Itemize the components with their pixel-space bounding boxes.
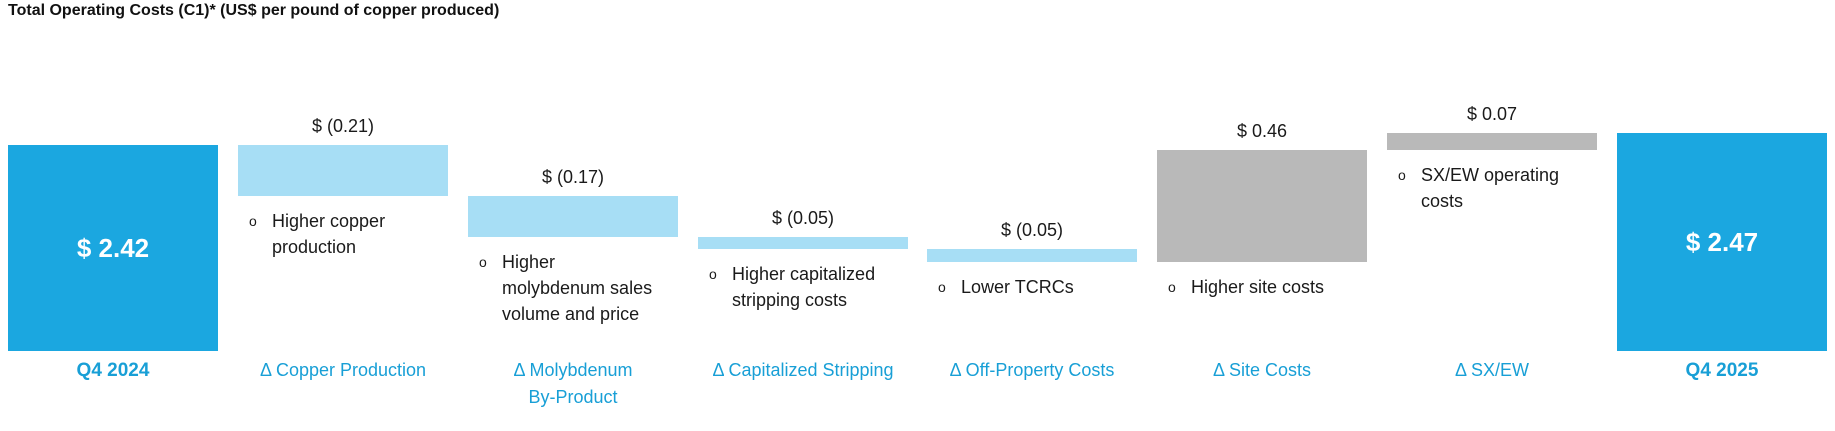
bullet-line: stripping costs (732, 290, 848, 310)
bullet-line: molybdenum sales (502, 278, 653, 298)
category-line: Q4 2024 (76, 360, 150, 381)
bullet-item: o Higher site costs (1157, 274, 1367, 300)
bullet-item: o Higher molybdenum sales volume and price (468, 249, 678, 327)
delta-value-label: $ 0.07 (1466, 104, 1518, 124)
bullet-line: Higher site costs (1191, 277, 1325, 297)
category-label: Q4 2025 (1607, 357, 1835, 384)
chart-title: Total Operating Costs (C1)* (US$ per pou… (8, 2, 500, 19)
delta-bar (468, 196, 678, 237)
bullet-marker: o (1398, 167, 1406, 183)
delta-bar (238, 145, 448, 196)
category-label: Δ Site Costs (1147, 357, 1377, 384)
column-increase-5: $ 0.46 o Higher site costs Δ Site Costs (1157, 0, 1367, 431)
category-label: Δ Capitalized Stripping (688, 357, 918, 384)
category-line: Δ Molybdenum (513, 360, 633, 380)
category-line: Q4 2025 (1685, 360, 1759, 381)
delta-bar (1387, 133, 1597, 150)
bullet-list: o SX/EW operating costs (1387, 162, 1597, 214)
bullet-marker: o (479, 254, 487, 270)
category-line: Δ SX/EW (1454, 360, 1530, 380)
category-label: Δ Copper Production (228, 357, 458, 384)
delta-value-label: $ 0.46 (1236, 121, 1288, 141)
delta-value-label: $ (0.21) (311, 116, 375, 136)
category-label: Q4 2024 (0, 357, 228, 384)
total-bar (8, 145, 218, 351)
category-line: Δ Site Costs (1212, 360, 1312, 380)
total-value-label: $ 2.42 (76, 232, 150, 263)
bullet-item: o SX/EW operating costs (1387, 162, 1597, 214)
column-decrease-3: $ (0.05) o Higher capitalized stripping cos… (698, 0, 908, 431)
bullet-line: production (272, 237, 357, 257)
column-decrease-2: $ (0.17) o Higher molybdenum sales volume an… (468, 0, 678, 431)
total-value-label: $ 2.47 (1685, 226, 1759, 257)
bullet-list: o Lower TCRCs (927, 274, 1137, 300)
delta-bar (927, 249, 1137, 262)
bullet-item: o Higher copper production (238, 208, 448, 260)
category-line: Δ Off-Property Costs (949, 360, 1115, 380)
delta-bar (1157, 150, 1367, 262)
category-line: Δ Copper Production (259, 360, 427, 380)
bullet-list: o Higher capitalized stripping costs (698, 261, 908, 313)
bullet-item: o Lower TCRCs (927, 274, 1137, 300)
bullet-line: Lower TCRCs (961, 277, 1074, 297)
bullet-marker: o (1168, 279, 1176, 295)
delta-bar (698, 237, 908, 249)
bullet-line: Higher capitalized (732, 264, 876, 284)
delta-value-label: $ (0.05) (771, 208, 835, 228)
bullet-line: Higher copper (272, 211, 386, 231)
bullet-line: volume and price (502, 304, 640, 324)
bullet-list: o Higher molybdenum sales volume and price (468, 249, 678, 327)
delta-value-label: $ (0.17) (541, 167, 605, 187)
bullet-line: Higher (502, 252, 556, 272)
bullet-line: SX/EW operating (1421, 165, 1560, 185)
bullet-marker: o (709, 266, 717, 282)
category-label: Δ Off-Property Costs (917, 357, 1147, 384)
bullet-list: o Higher copper production (238, 208, 448, 260)
category-line: By-Product (528, 387, 618, 407)
category-label: Δ SX/EW (1377, 357, 1607, 384)
bullet-marker: o (938, 279, 946, 295)
total-bar (1617, 133, 1827, 351)
category-line: Δ Capitalized Stripping (712, 360, 894, 380)
category-label: Δ Molybdenum By-Product (458, 357, 688, 411)
column-total-7: $ 2.47 Q4 2025 (1617, 0, 1827, 431)
column-total-0: $ 2.42 Q4 2024 (8, 0, 218, 431)
bullet-line: costs (1421, 191, 1464, 211)
bullet-item: o Higher capitalized stripping costs (698, 261, 908, 313)
column-decrease-1: $ (0.21) o Higher copper production Δ Copper… (238, 0, 448, 431)
column-decrease-4: $ (0.05) o Lower TCRCs Δ Off-Property Costs (927, 0, 1137, 431)
delta-value-label: $ (0.05) (1000, 220, 1064, 240)
bullet-marker: o (249, 213, 257, 229)
bullet-list: o Higher site costs (1157, 274, 1367, 300)
column-increase-6: $ 0.07 o SX/EW operating costs Δ SX/EW (1387, 0, 1597, 431)
